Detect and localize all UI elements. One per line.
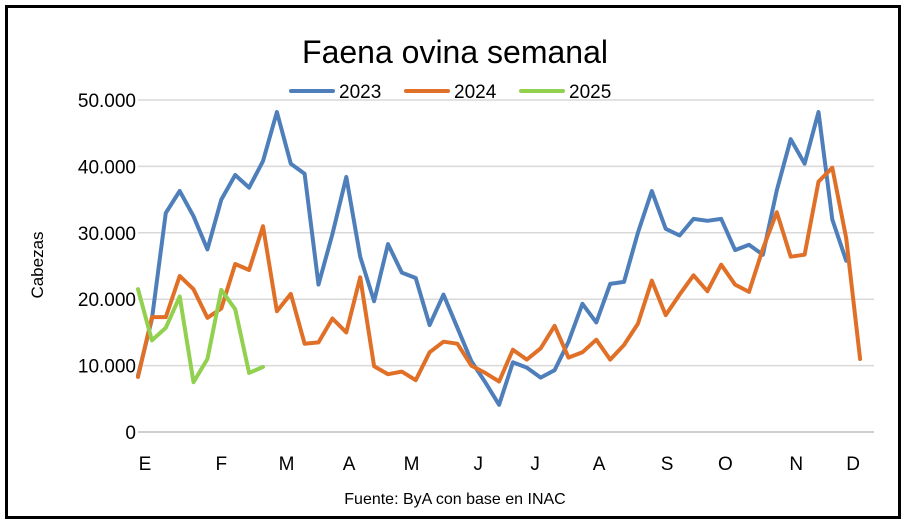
y-tick-label: 10.000: [78, 357, 136, 378]
x-tick-label: D: [846, 454, 860, 475]
legend-label-2025: 2025: [569, 82, 611, 103]
series-line-2023: [136, 110, 849, 407]
x-tick-label: A: [343, 454, 356, 475]
y-tick-label: 40.000: [78, 157, 136, 178]
x-tick-label: S: [661, 454, 674, 475]
x-tick-label: A: [593, 454, 606, 475]
x-tick-label: F: [216, 454, 228, 475]
series-line-2024: [136, 165, 863, 384]
x-tick-label: J: [473, 454, 483, 475]
chart-frame: Faena ovina semanal 2023 2024 2025 0 10.000…: [5, 5, 901, 519]
x-tick-label: N: [789, 454, 803, 475]
chart: Faena ovina semanal 2023 2024 2025 0 10.000…: [28, 34, 874, 508]
y-axis-label: Cabezas: [28, 231, 47, 298]
x-tick-label: M: [404, 454, 420, 475]
source-note: Fuente: ByA con base en INAC: [344, 491, 565, 508]
y-tick-label: 20.000: [78, 290, 136, 311]
x-tick-label: M: [279, 454, 295, 475]
legend-label-2023: 2023: [339, 82, 381, 103]
y-axis-ticks: 0 10.000 20.000 30.000 40.000 50.000: [78, 91, 136, 444]
x-tick-label: J: [530, 454, 540, 475]
series-line-2025: [136, 287, 265, 385]
chart-title: Faena ovina semanal: [302, 34, 608, 70]
y-tick-label: 30.000: [78, 224, 136, 245]
y-tick-label: 50.000: [78, 91, 136, 112]
x-tick-label: E: [139, 454, 152, 475]
legend: 2023 2024 2025: [289, 82, 611, 103]
legend-label-2024: 2024: [454, 82, 497, 103]
series-lines: [136, 110, 863, 407]
y-tick-label: 0: [125, 423, 136, 444]
x-tick-label: O: [718, 454, 733, 475]
